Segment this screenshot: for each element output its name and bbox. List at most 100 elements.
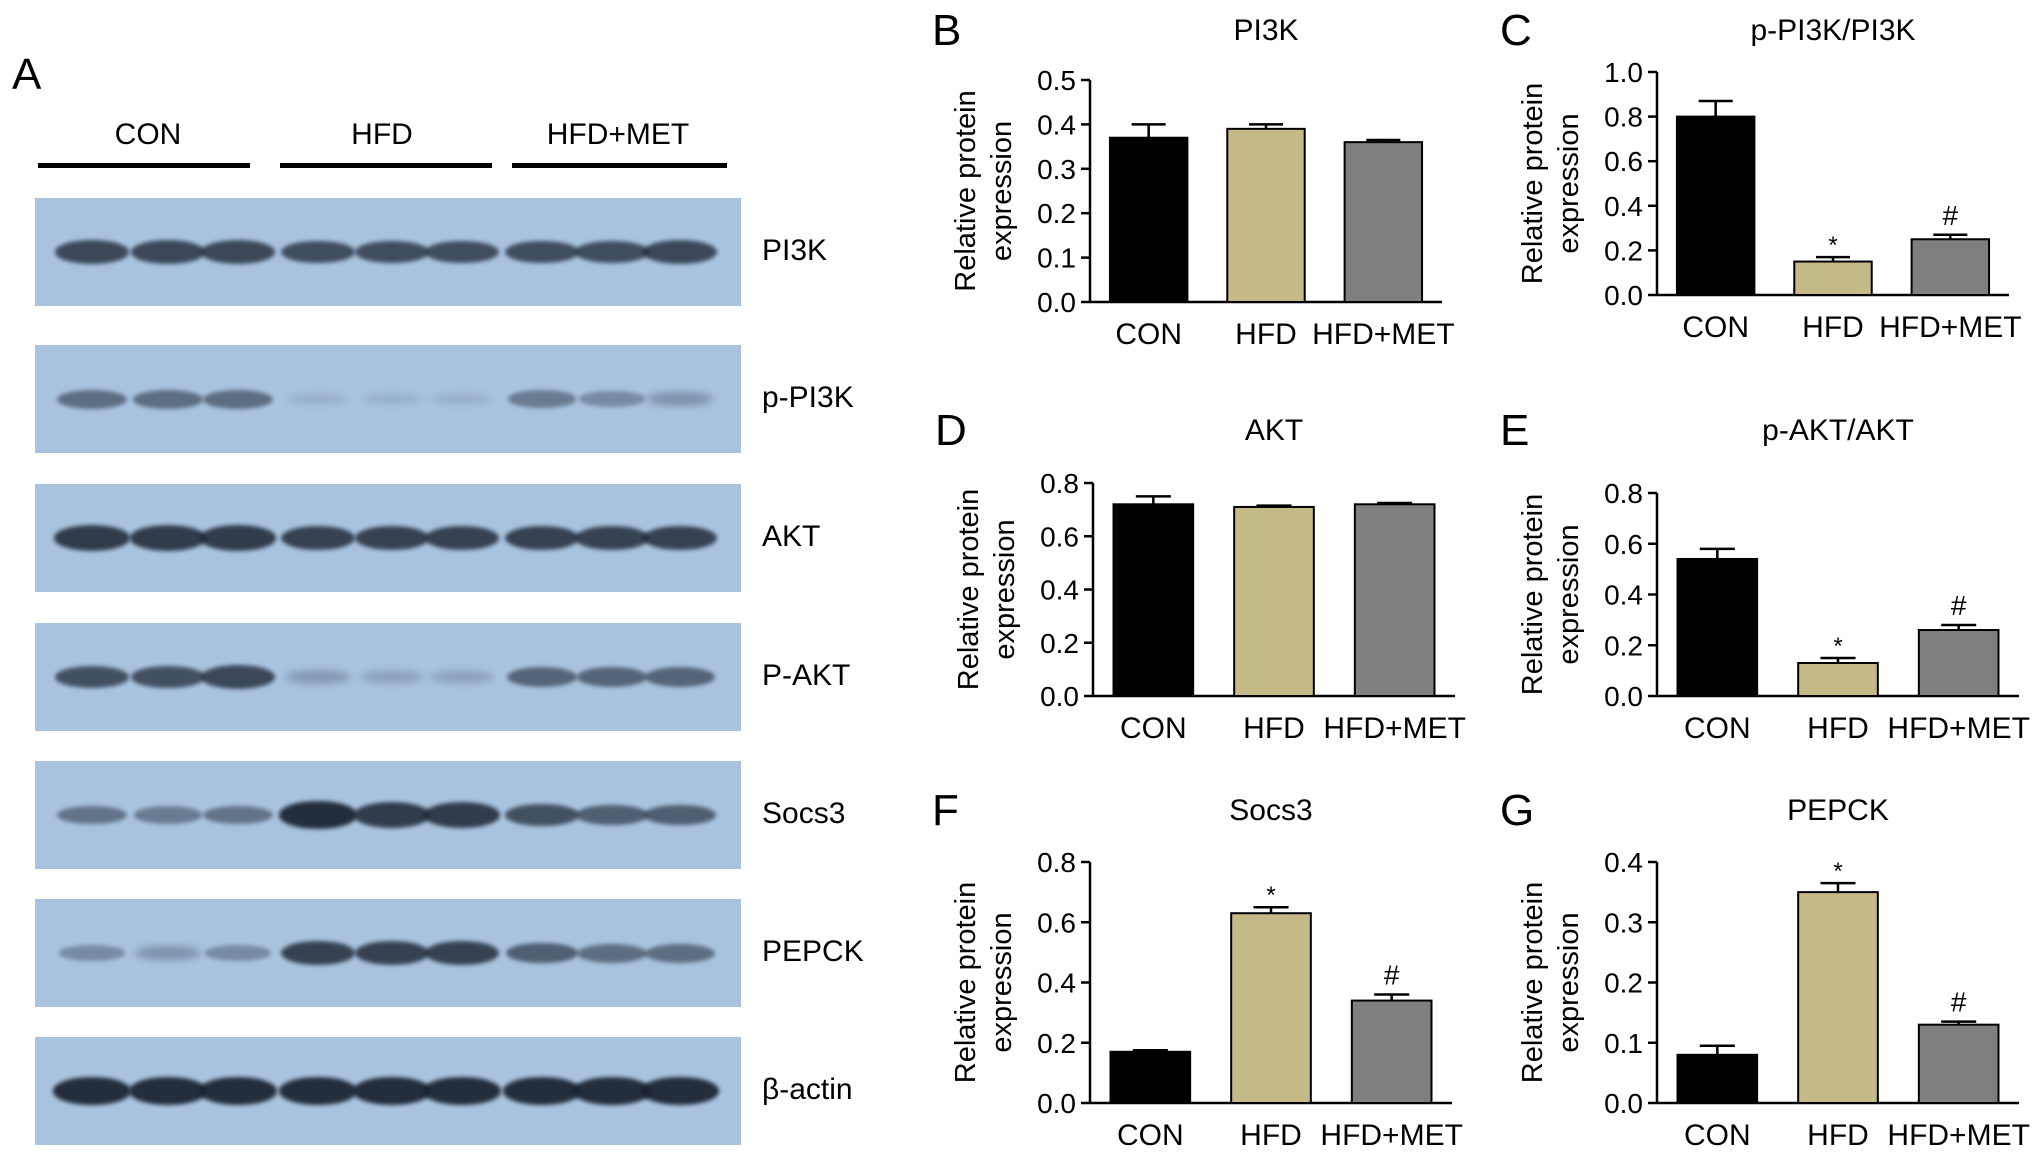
blot-band (133, 806, 203, 824)
chart-d-title: AKT (1245, 414, 1303, 447)
chart-g-ytick-label: 0.1 (1604, 1028, 1643, 1059)
blot-band (54, 525, 130, 551)
group-line-con (38, 163, 250, 168)
chart-g-ytick-label: 0.2 (1604, 968, 1643, 999)
blot-band (354, 802, 430, 828)
blot-band (425, 240, 499, 264)
blot-label--actin: β-actin (762, 1073, 853, 1106)
chart-g-bar-hfd (1797, 891, 1879, 1104)
blot-band (203, 389, 273, 409)
blot-band (285, 670, 351, 684)
chart-c-significance-mark: * (1828, 232, 1837, 259)
blot-label-pi3k: PI3K (762, 234, 828, 267)
blot-band (429, 670, 495, 684)
blot-band (354, 940, 430, 966)
blot-band (506, 667, 578, 687)
chart-e-ytick-label: 0.0 (1604, 681, 1643, 712)
blot-strip-p-akt (35, 623, 741, 731)
blot-label-socs3: Socs3 (762, 797, 846, 830)
chart-g-ytick-label: 0.4 (1604, 847, 1643, 878)
chart-e-ytick-label: 0.8 (1604, 478, 1643, 509)
blot-band (507, 390, 577, 408)
chart-f-title: Socs3 (1229, 794, 1312, 827)
blot-band (131, 665, 205, 689)
blot-band (643, 240, 717, 264)
chart-f-ytick-label: 0.4 (1037, 968, 1076, 999)
chart-e-panel-letter: E (1500, 406, 1529, 455)
blot-label-pepck: PEPCK (762, 935, 864, 968)
blot-band (354, 525, 430, 551)
blot-band (641, 1077, 719, 1105)
chart-c-panel-letter: C (1500, 6, 1532, 55)
chart-c-bar-con (1675, 115, 1756, 296)
chart-e-ytick-label: 0.4 (1604, 580, 1643, 611)
chart-g-title: PEPCK (1787, 794, 1889, 827)
blot-strip-socs3 (35, 761, 741, 869)
chart-b-ytick-label: 0.1 (1037, 243, 1076, 274)
blot-band (503, 1077, 581, 1105)
chart-b-ytick-label: 0.4 (1037, 109, 1076, 140)
blot-band (129, 1077, 207, 1105)
blot-band (578, 391, 646, 407)
blot-band (201, 665, 275, 689)
blot-band (573, 1077, 651, 1105)
chart-d-xtick-label: HFD+MET (1323, 712, 1466, 745)
chart-d-ylabel-line2: expression (989, 519, 1021, 659)
blot-band (576, 804, 648, 826)
group-line-hfd (280, 163, 492, 168)
chart-e-xtick-label: CON (1684, 712, 1751, 745)
chart-f-ylabel-line2: expression (986, 912, 1018, 1052)
chart-e-ylabel-line2: expression (1553, 524, 1585, 664)
blot-band (359, 670, 425, 684)
blot-band (280, 940, 356, 966)
chart-c-xtick-label: HFD+MET (1879, 311, 2022, 344)
chart-d-ylabel-line1: Relative protein (953, 489, 985, 691)
blot-band (360, 393, 424, 405)
blot-strip-pi3k (35, 198, 741, 306)
blot-band (644, 667, 716, 687)
blot-band (133, 389, 203, 409)
chart-d-ytick-label: 0.4 (1040, 575, 1079, 606)
blot-strip-akt (35, 484, 741, 592)
blot-band (200, 525, 276, 551)
chart-e-title: p-AKT/AKT (1762, 414, 1914, 447)
blot-band (131, 240, 205, 264)
chart-d-bar-con (1112, 503, 1195, 697)
blot-band (279, 801, 357, 829)
blot-band (55, 665, 129, 689)
chart-c-ytick-label: 0.4 (1604, 191, 1643, 222)
chart-c-ytick-label: 0.0 (1604, 280, 1643, 311)
chart-g-significance-mark: # (1951, 987, 1967, 1018)
panel-a-letter: A (12, 50, 42, 99)
blot-band (575, 240, 649, 264)
chart-c-ytick-label: 0.2 (1604, 235, 1643, 266)
group-line-hfd-met (512, 163, 727, 168)
blot-band (280, 525, 356, 551)
blot-band (574, 525, 650, 551)
blot-band (505, 240, 579, 264)
blot-band (642, 525, 718, 551)
chart-e-significance-mark: # (1951, 590, 1967, 621)
chart-e-xtick-label: HFD (1807, 712, 1869, 745)
chart-f-ylabel-line1: Relative protein (950, 882, 982, 1084)
blot-band (353, 1077, 431, 1105)
blot-band (203, 805, 273, 825)
chart-b-xtick-label: CON (1115, 318, 1182, 351)
group-label-hfd: HFD (351, 118, 413, 151)
blot-label-p-akt: P-AKT (762, 659, 851, 692)
chart-d-ytick-label: 0.6 (1040, 521, 1079, 552)
chart-e-bar-hfd (1797, 662, 1879, 698)
chart-c-bar-hfd (1793, 260, 1873, 296)
chart-f-ytick-label: 0.0 (1037, 1088, 1076, 1119)
chart-b-ylabel-line1: Relative protein (950, 90, 982, 292)
chart-f-significance-mark: * (1266, 882, 1275, 909)
chart-d-panel-letter: D (935, 406, 967, 455)
chart-f-significance-mark: # (1384, 960, 1400, 991)
blot-band (281, 240, 355, 264)
blot-strip--actin (35, 1037, 741, 1145)
chart-g-bar-hfd-met (1917, 1023, 2000, 1105)
chart-d-ytick-label: 0.2 (1040, 628, 1079, 659)
chart-g-xtick-label: CON (1684, 1119, 1751, 1152)
